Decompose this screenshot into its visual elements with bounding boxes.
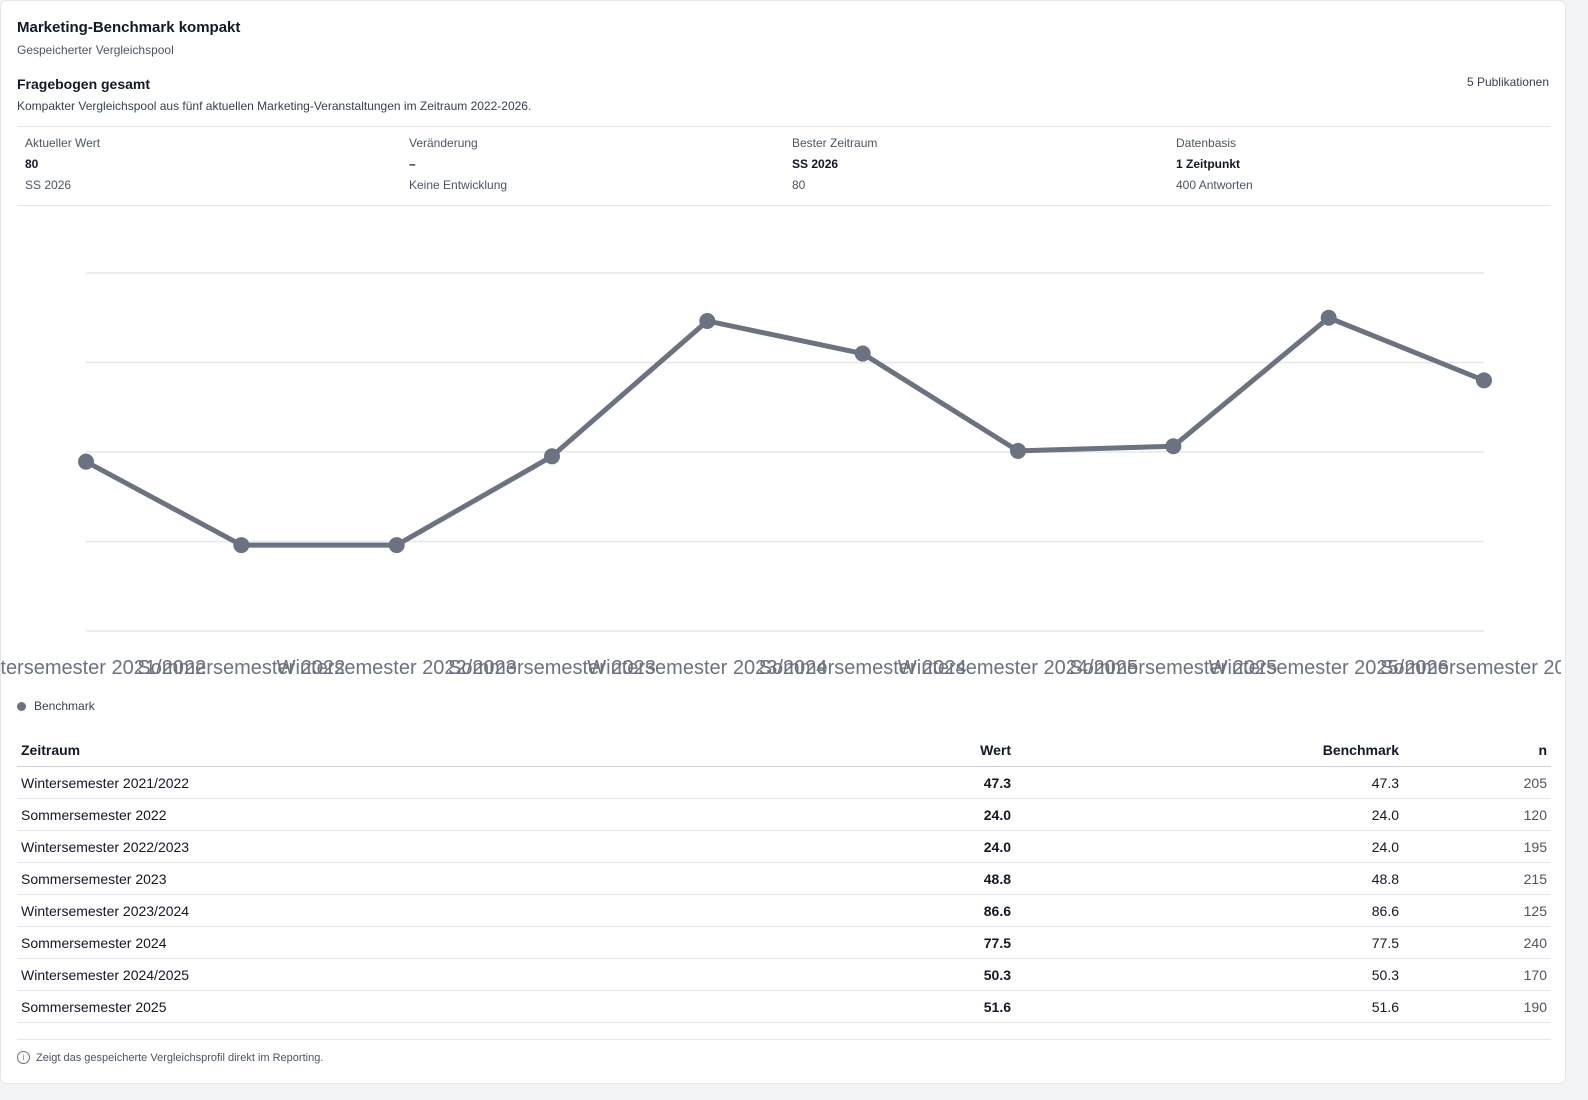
page-subtitle: Gespeicherter Vergleichspool — [17, 43, 174, 57]
cell-benchmark: 24.0 — [1015, 830, 1403, 863]
kpi-value: 80 — [25, 157, 39, 171]
divider — [17, 1039, 1551, 1040]
benchmark-card: Marketing-Benchmark kompakt Gespeicherte… — [0, 0, 1566, 1084]
x-tick-label: Wintersemester 2022/2023 — [277, 657, 517, 679]
data-point[interactable] — [544, 448, 560, 465]
x-tick-label: Sommersemester 2023 — [448, 657, 656, 679]
cell-zeitraum: Wintersemester 2021/2022 — [17, 766, 747, 799]
kpi-value: SS 2026 — [792, 157, 839, 171]
x-tick-label: Wintersemester 2023/2024 — [587, 657, 827, 679]
cell-wert: 48.8 — [747, 862, 1015, 895]
chart-legend: Benchmark — [17, 699, 95, 713]
kpi-label: Datenbasis — [1176, 136, 1237, 150]
kpi-label: Aktueller Wert — [25, 136, 101, 150]
cell-zeitraum: Sommersemester 2025 — [17, 990, 747, 1023]
x-tick-label: Wintersemester 2025/2026 — [1209, 657, 1449, 679]
cell-n: 190 — [1403, 990, 1551, 1023]
kpi-label: Bester Zeitraum — [792, 136, 878, 150]
data-point[interactable] — [1476, 372, 1492, 389]
table-header-row: Zeitraum Wert Benchmark n — [17, 733, 1551, 767]
table-row: Sommersemester 2022 24.0 24.0 120 — [17, 798, 1551, 831]
cell-wert: 50.3 — [747, 958, 1015, 991]
data-point[interactable] — [699, 312, 716, 329]
x-tick-label: Sommersemester 2026 — [1380, 657, 1561, 679]
table-row: Wintersemester 2023/2024 86.6 86.6 125 — [17, 894, 1551, 927]
x-tick-label: Sommersemester 2025 — [1069, 657, 1277, 679]
cell-benchmark: 24.0 — [1015, 798, 1403, 831]
cell-zeitraum: Wintersemester 2023/2024 — [17, 894, 747, 927]
x-tick-label: Sommersemester 2022 — [137, 657, 345, 679]
footnote-text: Zeigt das gespeicherte Vergleichsprofil … — [36, 1051, 324, 1064]
cell-benchmark: 86.6 — [1015, 894, 1403, 927]
publication-count: 5 Publikationen — [1466, 75, 1549, 89]
cell-n: 170 — [1403, 958, 1551, 991]
cell-n: 205 — [1403, 766, 1551, 799]
kpi-sub: Keine Entwicklung — [409, 178, 508, 192]
cell-n: 125 — [1403, 894, 1551, 927]
kpi-data-basis: Datenbasis 1 Zeitpunkt 400 Antworten — [1176, 136, 1546, 192]
kpi-sub: 80 — [792, 178, 806, 192]
table-row: Wintersemester 2024/2025 50.3 50.3 170 — [17, 958, 1551, 991]
cell-benchmark: 47.3 — [1015, 766, 1403, 799]
data-point[interactable] — [78, 453, 94, 470]
column-header-wert: Wert — [747, 733, 1015, 767]
divider — [17, 205, 1551, 206]
cell-zeitraum: Sommersemester 2022 — [17, 798, 747, 831]
cell-zeitraum: Sommersemester 2024 — [17, 926, 747, 959]
column-header-n: n — [1403, 733, 1551, 767]
data-point[interactable] — [1165, 438, 1182, 455]
kpi-sub: 400 Antworten — [1176, 178, 1253, 192]
kpi-value: 1 Zeitpunkt — [1176, 157, 1241, 171]
cell-wert: 24.0 — [747, 830, 1015, 863]
kpi-value: – — [409, 157, 416, 171]
cell-n: 240 — [1403, 926, 1551, 959]
page-title: Marketing-Benchmark kompakt — [17, 19, 241, 36]
kpi-change: Veränderung – Keine Entwicklung — [409, 136, 779, 192]
legend-label: Benchmark — [34, 699, 95, 713]
cell-zeitraum: Sommersemester 2023 — [17, 862, 747, 895]
cell-wert: 51.6 — [747, 990, 1015, 1023]
section-description: Kompakter Vergleichspool aus fünf aktuel… — [17, 99, 532, 113]
divider — [17, 126, 1551, 127]
kpi-current-value: Aktueller Wert 80 SS 2026 — [25, 136, 395, 192]
table-row: Sommersemester 2025 51.6 51.6 190 — [17, 990, 1551, 1023]
info-icon: i — [17, 1051, 30, 1064]
cell-benchmark: 51.6 — [1015, 990, 1403, 1023]
cell-wert: 86.6 — [747, 894, 1015, 927]
data-point[interactable] — [1010, 442, 1026, 459]
column-header-benchmark: Benchmark — [1015, 733, 1403, 767]
data-point[interactable] — [388, 537, 405, 554]
data-point[interactable] — [854, 345, 871, 362]
cell-benchmark: 48.8 — [1015, 862, 1403, 895]
cell-wert: 47.3 — [747, 766, 1015, 799]
data-point[interactable] — [1320, 309, 1337, 326]
cell-zeitraum: Wintersemester 2022/2023 — [17, 830, 747, 863]
cell-n: 195 — [1403, 830, 1551, 863]
cell-n: 215 — [1403, 862, 1551, 895]
x-tick-label: Sommersemester 2024 — [759, 657, 967, 679]
table-row: Sommersemester 2023 48.8 48.8 215 — [17, 862, 1551, 895]
cell-wert: 24.0 — [747, 798, 1015, 831]
data-point[interactable] — [233, 537, 250, 554]
cell-wert: 77.5 — [747, 926, 1015, 959]
x-tick-label: Wintersemester 2024/2025 — [898, 657, 1138, 679]
cell-zeitraum: Wintersemester 2024/2025 — [17, 958, 747, 991]
cell-benchmark: 50.3 — [1015, 958, 1403, 991]
legend-swatch — [17, 701, 26, 711]
kpi-label: Veränderung — [409, 136, 478, 150]
table-row: Wintersemester 2022/2023 24.0 24.0 195 — [17, 830, 1551, 863]
kpi-sub: SS 2026 — [25, 178, 72, 192]
section-title: Fragebogen gesamt — [17, 76, 151, 92]
kpi-best-period: Bester Zeitraum SS 2026 80 — [792, 136, 1162, 192]
series-line-benchmark — [84, 315, 1485, 548]
column-header-zeitraum: Zeitraum — [17, 733, 747, 767]
cell-n: 120 — [1403, 798, 1551, 831]
table-row: Sommersemester 2024 77.5 77.5 240 — [17, 926, 1551, 959]
cell-benchmark: 77.5 — [1015, 926, 1403, 959]
x-tick-label: Wintersemester 2021/2022 — [1, 657, 206, 679]
table-row: Wintersemester 2021/2022 47.3 47.3 205 — [17, 766, 1551, 799]
benchmark-table: Zeitraum Wert Benchmark n Wintersemester… — [17, 733, 1551, 1023]
footnote: i Zeigt das gespeicherte Vergleichsprofi… — [17, 1051, 323, 1064]
